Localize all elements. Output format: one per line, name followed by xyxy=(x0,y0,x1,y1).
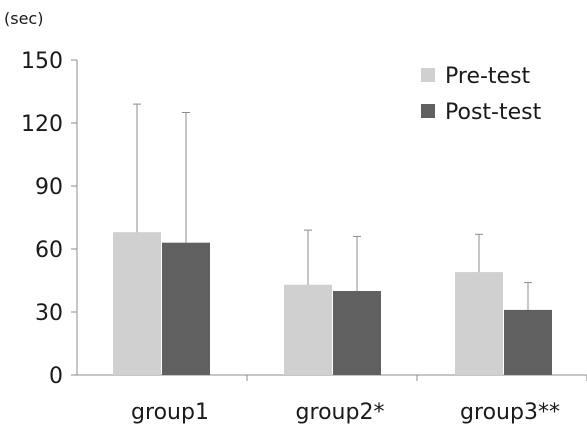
legend-label: Post-test xyxy=(445,100,542,125)
y-tick-label: 120 xyxy=(21,112,63,137)
y-tick-label: 0 xyxy=(49,364,63,389)
y-unit-label: (sec) xyxy=(4,9,43,28)
y-ticks-group: 0 30 60 90 120 150 xyxy=(21,49,77,389)
x-categories-group: group1 group2* group3** xyxy=(131,400,560,425)
legend-swatch xyxy=(421,68,435,82)
y-tick-label: 60 xyxy=(35,238,63,263)
bars-group xyxy=(113,232,552,375)
error-bars-group xyxy=(133,103,532,310)
bar-post-test-1 xyxy=(333,291,381,375)
x-category-label: group1 xyxy=(131,400,209,425)
bar-post-test-2 xyxy=(504,309,552,375)
bar-pre-test-2 xyxy=(455,272,503,375)
y-tick-label: 90 xyxy=(35,175,63,200)
bar-pre-test-0 xyxy=(113,232,161,375)
bar-post-test-0 xyxy=(162,242,210,375)
legend-swatch xyxy=(421,104,435,118)
bar-pre-test-1 xyxy=(284,284,332,375)
x-category-label: group2* xyxy=(296,400,385,425)
x-category-label: group3** xyxy=(460,400,560,425)
legend-label: Pre-test xyxy=(445,64,531,89)
legend: Pre-test Post-test xyxy=(421,64,542,125)
y-tick-label: 150 xyxy=(21,49,63,74)
y-tick-label: 30 xyxy=(35,301,63,326)
